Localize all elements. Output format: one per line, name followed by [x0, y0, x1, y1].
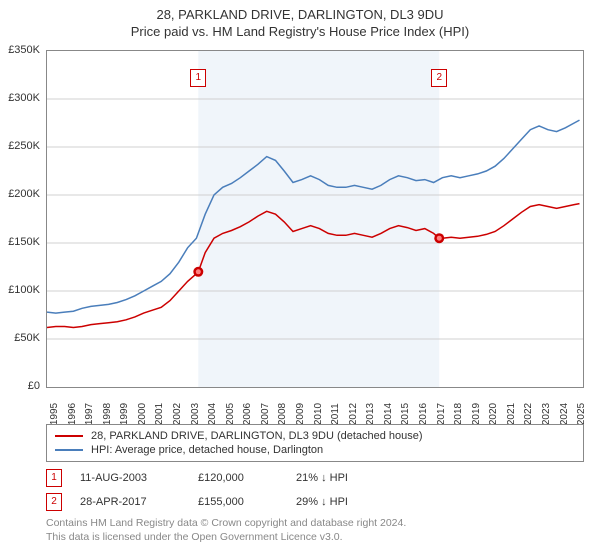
x-tick-label: 2018 [453, 403, 464, 425]
footer-attribution: Contains HM Land Registry data © Crown c… [46, 516, 584, 544]
legend: 28, PARKLAND DRIVE, DARLINGTON, DL3 9DU … [46, 424, 584, 462]
x-tick-label: 2001 [154, 403, 165, 425]
x-tick-label: 2002 [172, 403, 183, 425]
callout-marker: 2 [431, 69, 447, 87]
x-tick-label: 2008 [277, 403, 288, 425]
x-tick-label: 2007 [260, 403, 271, 425]
x-tick-label: 2003 [190, 403, 201, 425]
x-tick-label: 2004 [207, 403, 218, 425]
transaction-price: £120,000 [198, 472, 278, 484]
x-tick-label: 2015 [400, 403, 411, 425]
transaction-diff: 29% ↓ HPI [296, 496, 386, 508]
x-tick-label: 2000 [137, 403, 148, 425]
chart-subtitle: Price paid vs. HM Land Registry's House … [0, 24, 600, 39]
x-tick-label: 2011 [330, 403, 341, 425]
legend-label: 28, PARKLAND DRIVE, DARLINGTON, DL3 9DU … [91, 430, 423, 442]
y-tick-label: £200K [8, 188, 40, 200]
x-tick-label: 2006 [242, 403, 253, 425]
transaction-date: 28-APR-2017 [80, 496, 180, 508]
y-axis: £0£50K£100K£150K£200K£250K£300K£350K [0, 50, 44, 388]
y-tick-label: £150K [8, 236, 40, 248]
x-tick-label: 1999 [119, 403, 130, 425]
x-tick-label: 1997 [84, 403, 95, 425]
x-tick-label: 2016 [418, 403, 429, 425]
transaction-table: 1 11-AUG-2003 £120,000 21% ↓ HPI 2 28-AP… [46, 466, 584, 514]
callout-marker: 1 [190, 69, 206, 87]
x-tick-label: 2023 [541, 403, 552, 425]
legend-label: HPI: Average price, detached house, Darl… [91, 444, 323, 456]
legend-swatch [55, 435, 83, 437]
y-tick-label: £350K [8, 44, 40, 56]
legend-swatch [55, 449, 83, 451]
x-axis: 1995199619971998199920002001200220032004… [46, 388, 584, 418]
x-tick-label: 2025 [576, 403, 587, 425]
x-tick-label: 1995 [49, 403, 60, 425]
x-tick-label: 2024 [559, 403, 570, 425]
x-tick-label: 2009 [295, 403, 306, 425]
x-tick-label: 2019 [471, 403, 482, 425]
y-tick-label: £250K [8, 140, 40, 152]
y-tick-label: £0 [28, 380, 40, 392]
x-tick-label: 2014 [383, 403, 394, 425]
transaction-diff: 21% ↓ HPI [296, 472, 386, 484]
x-tick-label: 2020 [488, 403, 499, 425]
chart-title: 28, PARKLAND DRIVE, DARLINGTON, DL3 9DU [0, 0, 600, 24]
transaction-date: 11-AUG-2003 [80, 472, 180, 484]
transaction-price: £155,000 [198, 496, 278, 508]
y-tick-label: £300K [8, 92, 40, 104]
transaction-marker: 1 [46, 469, 62, 487]
x-tick-label: 1998 [102, 403, 113, 425]
y-tick-label: £50K [14, 332, 40, 344]
chart-plot-area: 12 [46, 50, 584, 388]
x-tick-label: 2010 [313, 403, 324, 425]
legend-item: HPI: Average price, detached house, Darl… [55, 443, 575, 457]
x-tick-label: 1996 [67, 403, 78, 425]
legend-item: 28, PARKLAND DRIVE, DARLINGTON, DL3 9DU … [55, 429, 575, 443]
footer-line: Contains HM Land Registry data © Crown c… [46, 516, 584, 530]
table-row: 2 28-APR-2017 £155,000 29% ↓ HPI [46, 490, 584, 514]
transaction-marker: 2 [46, 493, 62, 511]
x-tick-label: 2022 [523, 403, 534, 425]
y-tick-label: £100K [8, 284, 40, 296]
x-tick-label: 2017 [436, 403, 447, 425]
x-tick-label: 2013 [365, 403, 376, 425]
table-row: 1 11-AUG-2003 £120,000 21% ↓ HPI [46, 466, 584, 490]
x-tick-label: 2021 [506, 403, 517, 425]
x-tick-label: 2012 [348, 403, 359, 425]
footer-line: This data is licensed under the Open Gov… [46, 530, 584, 544]
x-tick-label: 2005 [225, 403, 236, 425]
